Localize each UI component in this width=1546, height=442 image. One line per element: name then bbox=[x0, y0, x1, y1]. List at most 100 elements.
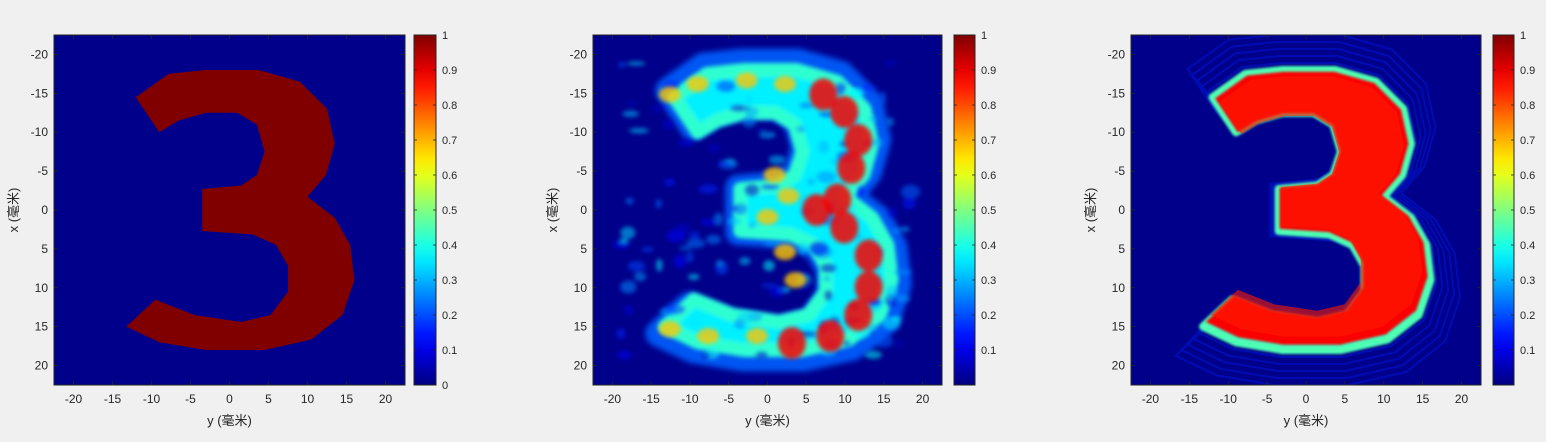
y-tick-label: -5 bbox=[1114, 164, 1125, 178]
speckle-blob bbox=[891, 315, 902, 322]
x-tick-label: -20 bbox=[1142, 392, 1160, 406]
x-tick-label: 10 bbox=[1377, 392, 1391, 406]
colorbar-tick-label: 0.4 bbox=[442, 240, 457, 252]
colorbar-tick-label: 0.9 bbox=[1520, 65, 1535, 77]
speckle-blob bbox=[824, 290, 833, 301]
speckle-blob bbox=[730, 206, 738, 211]
warm-spot bbox=[746, 328, 768, 344]
y-tick-label: 0 bbox=[1118, 203, 1125, 217]
x-tick-label: 20 bbox=[379, 392, 393, 406]
x-tick-label: 0 bbox=[226, 392, 233, 406]
x-tick-label: 20 bbox=[916, 392, 930, 406]
speckle-blob bbox=[616, 328, 626, 340]
speckle-blob bbox=[891, 227, 901, 235]
x-axis-label: y (毫米) bbox=[207, 413, 252, 428]
hot-spot bbox=[777, 327, 806, 359]
x-tick-label: -15 bbox=[104, 392, 122, 406]
speckle-blob bbox=[624, 304, 634, 316]
warm-spot bbox=[784, 272, 807, 288]
speckle-blob bbox=[895, 340, 903, 348]
x-tick-label: 10 bbox=[301, 392, 315, 406]
heatmap-panel-target: -20 -15 -10 -5 0 5 10 15 20-20-15-10-505101520y … bbox=[6, 30, 457, 428]
digit-three-shape bbox=[126, 70, 355, 350]
speckle-blob bbox=[708, 144, 720, 153]
speckle-blob bbox=[641, 247, 654, 252]
x-tick-label: 0 bbox=[764, 392, 771, 406]
warm-spot bbox=[763, 167, 786, 183]
x-tick-label: 5 bbox=[803, 392, 810, 406]
y-tick-label: -10 bbox=[31, 125, 49, 139]
warm-spot bbox=[735, 72, 758, 89]
y-tick-label: 5 bbox=[1118, 242, 1125, 256]
speckle-blob bbox=[616, 350, 632, 360]
speckle-blob bbox=[686, 251, 694, 263]
hot-spot bbox=[854, 239, 883, 272]
speckle-blob bbox=[880, 91, 887, 105]
speckle-blob bbox=[886, 117, 894, 127]
speckle-blob bbox=[841, 341, 851, 346]
speckle-blob bbox=[663, 119, 674, 130]
speckle-blob bbox=[687, 273, 700, 281]
reconstruction-hot-regions bbox=[658, 72, 883, 359]
speckle-blob bbox=[620, 226, 636, 240]
speckle-blob bbox=[758, 127, 766, 133]
speckle-blob bbox=[885, 61, 897, 66]
colorbar-tick-label: 0.8 bbox=[442, 100, 457, 112]
y-tick-label: 0 bbox=[41, 203, 48, 217]
y-axis-label: x (毫米) bbox=[6, 188, 21, 233]
hot-spot bbox=[844, 299, 873, 331]
speckle-blob bbox=[716, 80, 735, 92]
warm-spot bbox=[774, 244, 796, 260]
speckle-blob bbox=[622, 110, 639, 118]
colorbar-tick-label: 0.9 bbox=[981, 65, 996, 77]
colorbar-tick-label: 0.3 bbox=[981, 275, 996, 287]
y-tick-label: -20 bbox=[31, 47, 49, 61]
speckle-blob bbox=[634, 271, 647, 282]
speckle-blob bbox=[727, 217, 741, 226]
x-tick-label: -20 bbox=[604, 392, 622, 406]
speckle-blob bbox=[666, 230, 686, 243]
y-tick-label: -10 bbox=[570, 125, 588, 139]
speckle-blob bbox=[855, 233, 863, 241]
speckle-blob bbox=[717, 161, 733, 167]
speckle-blob bbox=[818, 140, 829, 154]
y-tick-label: -15 bbox=[570, 86, 588, 100]
speckle-blob bbox=[809, 241, 829, 256]
colorbar-tick-label: 0.8 bbox=[981, 100, 996, 112]
y-axis-label: x (毫米) bbox=[545, 188, 560, 233]
x-axis-label: y (毫米) bbox=[745, 413, 790, 428]
colorbar-tick-label: 0.9 bbox=[442, 65, 457, 77]
colorbar-tick-label: 0.5 bbox=[981, 205, 996, 217]
y-tick-label: 0 bbox=[580, 203, 587, 217]
hot-spot bbox=[837, 152, 866, 184]
speckle-blob bbox=[820, 263, 837, 273]
x-tick-label: -15 bbox=[1181, 392, 1199, 406]
speckle-blob bbox=[706, 234, 722, 245]
speckle-blob bbox=[627, 260, 645, 272]
y-tick-label: 10 bbox=[1112, 281, 1126, 295]
speckle-blob bbox=[823, 276, 831, 281]
speckle-blob bbox=[686, 238, 706, 249]
speckle-blob bbox=[651, 104, 664, 113]
x-tick-label: 5 bbox=[265, 392, 272, 406]
colorbar-tick-label: 0.7 bbox=[1520, 135, 1535, 147]
x-axis-label: y (毫米) bbox=[1284, 413, 1329, 428]
hot-spot bbox=[816, 320, 845, 352]
warm-spot bbox=[777, 188, 800, 204]
speckle-blob bbox=[687, 317, 703, 327]
colorbar-tick-label: 0.6 bbox=[442, 170, 457, 182]
colorbar-tick-label: 0.4 bbox=[981, 240, 996, 252]
speckle-blob bbox=[850, 87, 864, 100]
hot-spot bbox=[809, 78, 838, 111]
colorbar-tick-label: 0.2 bbox=[1520, 310, 1535, 322]
speckle-blob bbox=[715, 261, 728, 275]
y-tick-label: -5 bbox=[576, 164, 587, 178]
x-tick-label: -5 bbox=[1262, 392, 1273, 406]
warm-spot bbox=[697, 328, 720, 344]
y-tick-label: 15 bbox=[35, 320, 49, 334]
speckle-blob bbox=[619, 238, 628, 244]
y-tick-label: 5 bbox=[41, 242, 48, 256]
x-tick-label: 5 bbox=[1342, 392, 1349, 406]
speckle-blob bbox=[625, 197, 634, 205]
colorbar-tick-label: 0.7 bbox=[981, 135, 996, 147]
